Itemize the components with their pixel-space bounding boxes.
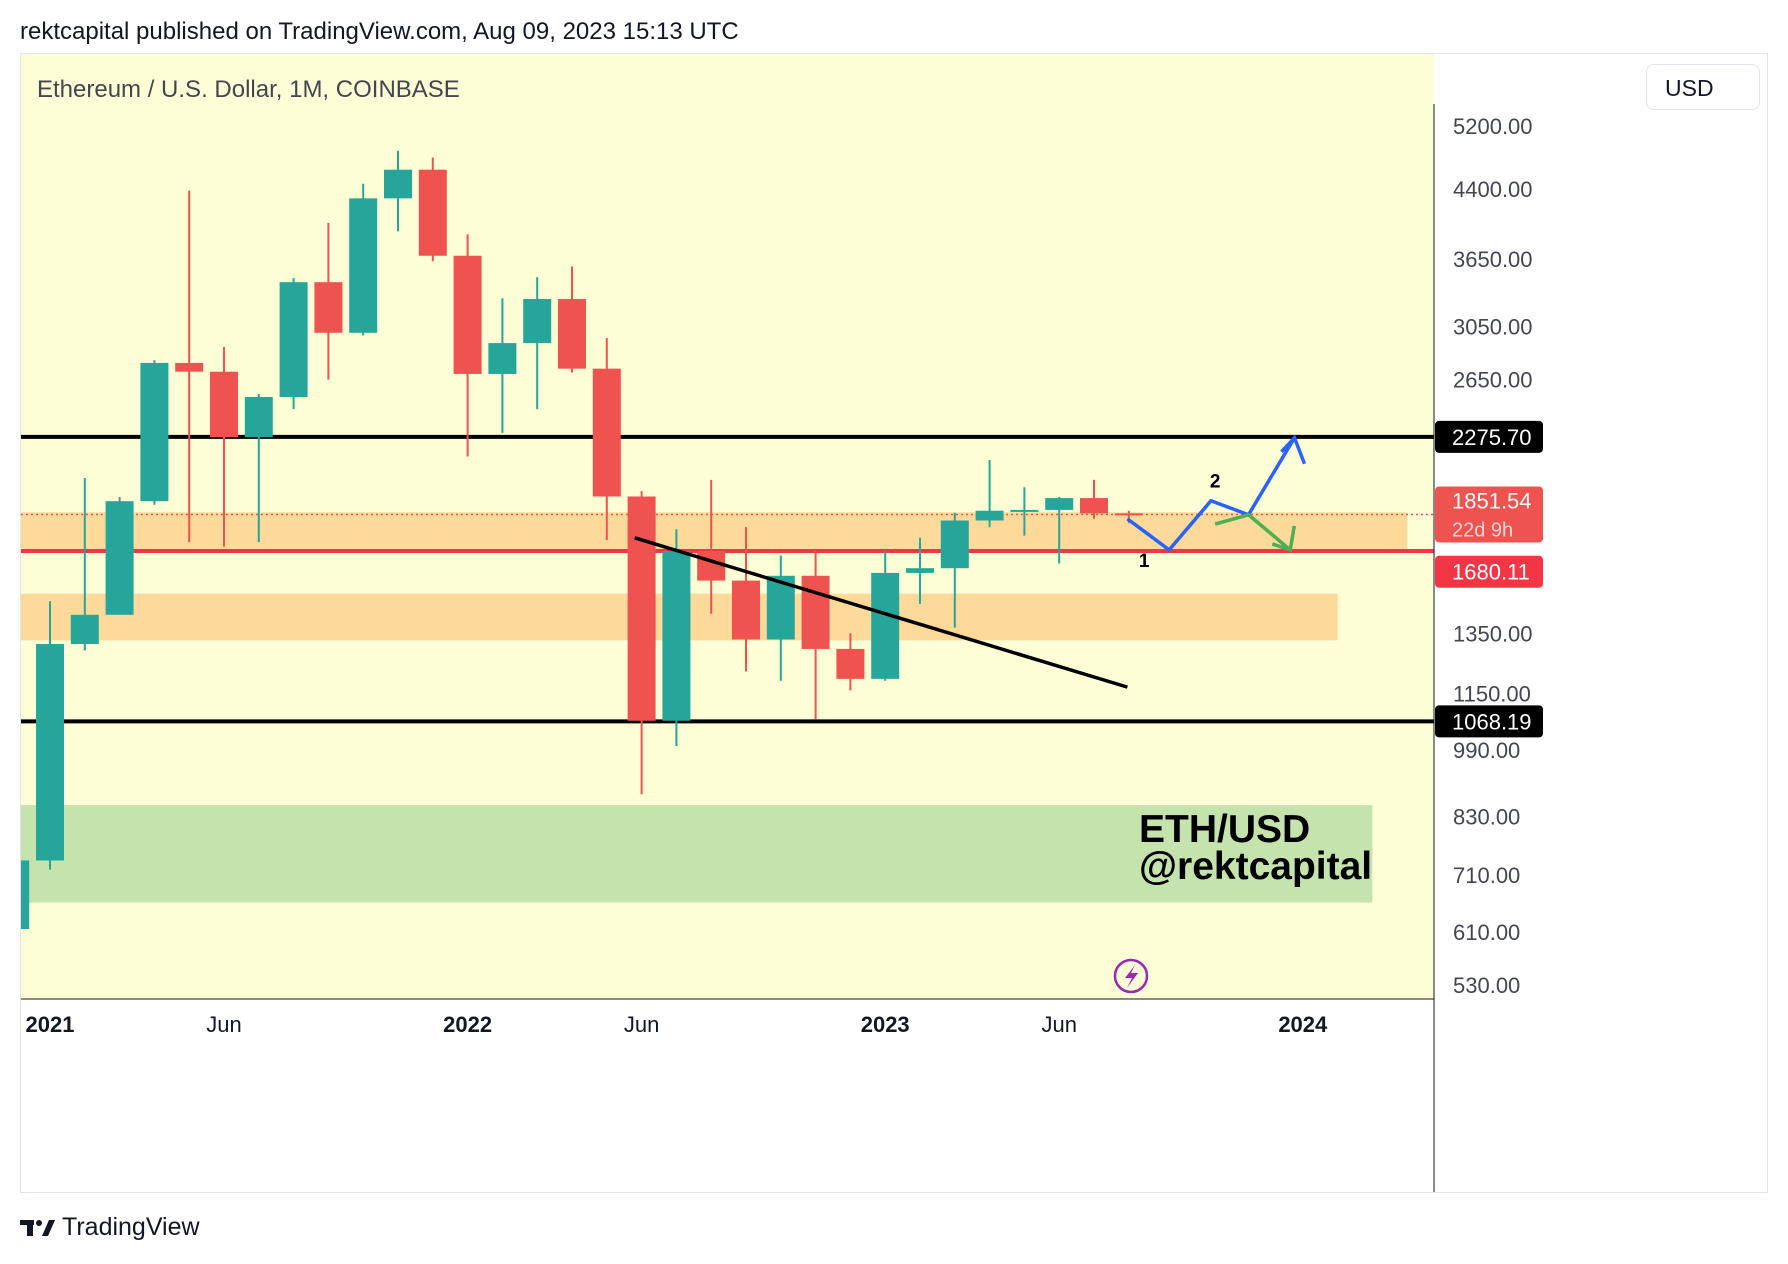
price-tag-2275-bg (1435, 420, 1543, 453)
candle-body-2022-09 (732, 580, 760, 640)
candle-body-2023-05 (1010, 509, 1039, 512)
candle-body-2023-07 (1080, 498, 1108, 514)
y-tick-label: 610.00 (1453, 920, 1520, 945)
candle-body-2022-08 (697, 551, 726, 581)
x-tick-label: Jun (624, 1012, 659, 1037)
lightning-icon (1125, 965, 1138, 988)
candle-body-2021-12 (418, 169, 447, 256)
price-tag-1068-bg (1435, 705, 1543, 738)
candle-body-2022-12 (836, 648, 865, 679)
candle-body-2023-02 (906, 568, 934, 573)
candle-body-2021-09 (314, 282, 343, 333)
trendline (634, 536, 1128, 689)
projection-green-path (1214, 513, 1292, 552)
price-tag-1068-label: 1068.19 (1452, 709, 1532, 734)
tradingview-logo[interactable]: TradingView (20, 1213, 200, 1242)
watermark-line-0: ETH/USD (1139, 808, 1310, 851)
symbol-title: Ethereum / U.S. Dollar, 1M, COINBASE (37, 76, 460, 103)
candle-body-2021-11 (384, 169, 412, 199)
x-tick-label: 2024 (1278, 1012, 1328, 1037)
candle-body-2021-03 (105, 501, 134, 615)
candle-body-2023-03 (940, 520, 969, 569)
tradingview-brand: TradingView (62, 1213, 200, 1241)
y-tick-label: 1150.00 (1453, 682, 1531, 707)
publisher-line: rektcapital published on TradingView.com… (20, 18, 739, 45)
zone-2 (21, 805, 1373, 903)
currency-button[interactable]: USD (1646, 64, 1760, 110)
candle-body-2021-06 (210, 371, 238, 438)
candle-body-2023-08 (1114, 513, 1143, 516)
watermark-line-1: @rektcapital (1139, 845, 1372, 888)
candle-body-2022-07 (662, 551, 691, 721)
y-tick-label: 990.00 (1453, 738, 1520, 763)
y-tick-label: 710.00 (1453, 863, 1520, 888)
candle-body-2021-01 (36, 644, 64, 861)
candle-body-2021-04 (140, 362, 169, 502)
candle-body-2023-06 (1045, 498, 1074, 510)
y-tick-label: 5200.00 (1453, 114, 1533, 139)
y-tick-label: 830.00 (1453, 804, 1520, 829)
price-tag-1680-bg (1435, 555, 1543, 588)
annotation-1: 1 (1139, 551, 1150, 572)
candle-body-2023-01 (871, 572, 900, 679)
zone-0 (21, 512, 1408, 552)
chart-canvas[interactable]: 1 2 ETH/USD@rektcapital 5200.00 4400.00 3650.… (21, 54, 1768, 1193)
candle-body-2022-11 (801, 575, 830, 649)
candle-body-2023-04 (975, 510, 1004, 521)
y-tick-label: 4400.00 (1453, 177, 1533, 202)
tv-logo-icon (20, 1219, 55, 1236)
x-tick-label: Jun (1041, 1012, 1076, 1037)
price-tag-current-bg (1435, 486, 1543, 543)
candle-body-2022-03 (523, 299, 552, 344)
x-tick-label: 2021 (26, 1012, 75, 1037)
candle-body-2022-02 (488, 343, 517, 374)
annotation-2: 2 (1210, 471, 1221, 492)
price-tag-2275-label: 2275.70 (1452, 425, 1532, 450)
projection-green-arrowhead (1271, 525, 1296, 553)
y-tick-label: 3050.00 (1453, 315, 1533, 340)
price-tag-current-label: 1851.54 (1452, 488, 1532, 513)
chart-frame: 1 2 ETH/USD @rektcapital 5200.00 4400.00 3650.… (20, 53, 1768, 1193)
candle-body-2021-02 (70, 614, 99, 645)
y-tick-label: 2650.00 (1453, 368, 1533, 393)
y-tick-label: 530.00 (1453, 973, 1520, 998)
candle-body-2021-05 (175, 362, 204, 372)
price-tag-1680-label: 1680.11 (1452, 560, 1530, 585)
x-tick-label: Jun (206, 1012, 241, 1037)
candle-body-2022-06 (627, 496, 656, 721)
candle-body-2022-05 (592, 368, 621, 497)
y-tick-label: 3650.00 (1453, 247, 1533, 272)
candle-body-2020-12 (21, 860, 30, 930)
lightning-circle-icon (1113, 958, 1149, 994)
x-tick-label: 2023 (861, 1012, 910, 1037)
candle-body-2022-04 (558, 299, 586, 369)
y-tick-label: 1350.00 (1453, 621, 1533, 646)
price-tag-current-countdown: 22d 9h (1452, 519, 1513, 541)
candle-body-2022-01 (453, 255, 482, 374)
projection-blue-arrowhead (1280, 434, 1307, 465)
candle-body-2021-10 (349, 198, 378, 333)
projection-blue-path (1126, 436, 1296, 552)
candle-body-2021-07 (244, 397, 273, 438)
candle-body-2021-08 (279, 282, 308, 398)
x-tick-label: 2022 (443, 1012, 492, 1037)
